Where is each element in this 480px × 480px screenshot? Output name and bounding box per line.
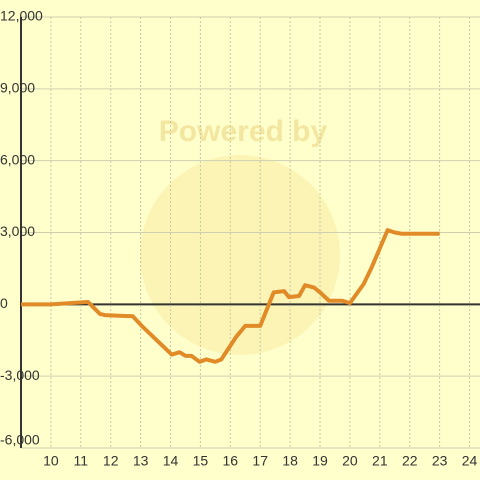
x-tick-label: 15 — [193, 453, 209, 469]
x-tick-label: 17 — [252, 453, 268, 469]
x-tick-label: 12 — [103, 453, 119, 469]
x-tick-label: 20 — [342, 453, 358, 469]
x-tick-label: 13 — [133, 453, 149, 469]
x-tick-label: 23 — [432, 453, 448, 469]
x-tick-label: 11 — [74, 453, 89, 469]
y-tick-label: 12,000 — [0, 8, 43, 24]
y-tick-label: -6,000 — [0, 432, 40, 448]
x-tick-label: 21 — [372, 453, 388, 469]
y-tick-label: -3,000 — [0, 367, 40, 383]
x-tick-label: 19 — [312, 453, 328, 469]
x-tick-label: 10 — [43, 453, 59, 469]
watermark: Powered by — [159, 115, 328, 148]
x-tick-label: 24 — [462, 453, 478, 469]
y-tick-label: 0 — [0, 295, 8, 311]
x-tick-label: 16 — [223, 453, 239, 469]
x-tick-label: 18 — [282, 453, 298, 469]
y-tick-label: 9,000 — [0, 80, 35, 96]
line — [21, 228, 440, 364]
x-tick-label: 22 — [402, 453, 418, 469]
watermark-logo — [140, 155, 340, 355]
y-tick-label: 3,000 — [0, 223, 35, 239]
x-tick-label: 14 — [163, 453, 179, 469]
y-tick-label: 6,000 — [0, 151, 35, 167]
